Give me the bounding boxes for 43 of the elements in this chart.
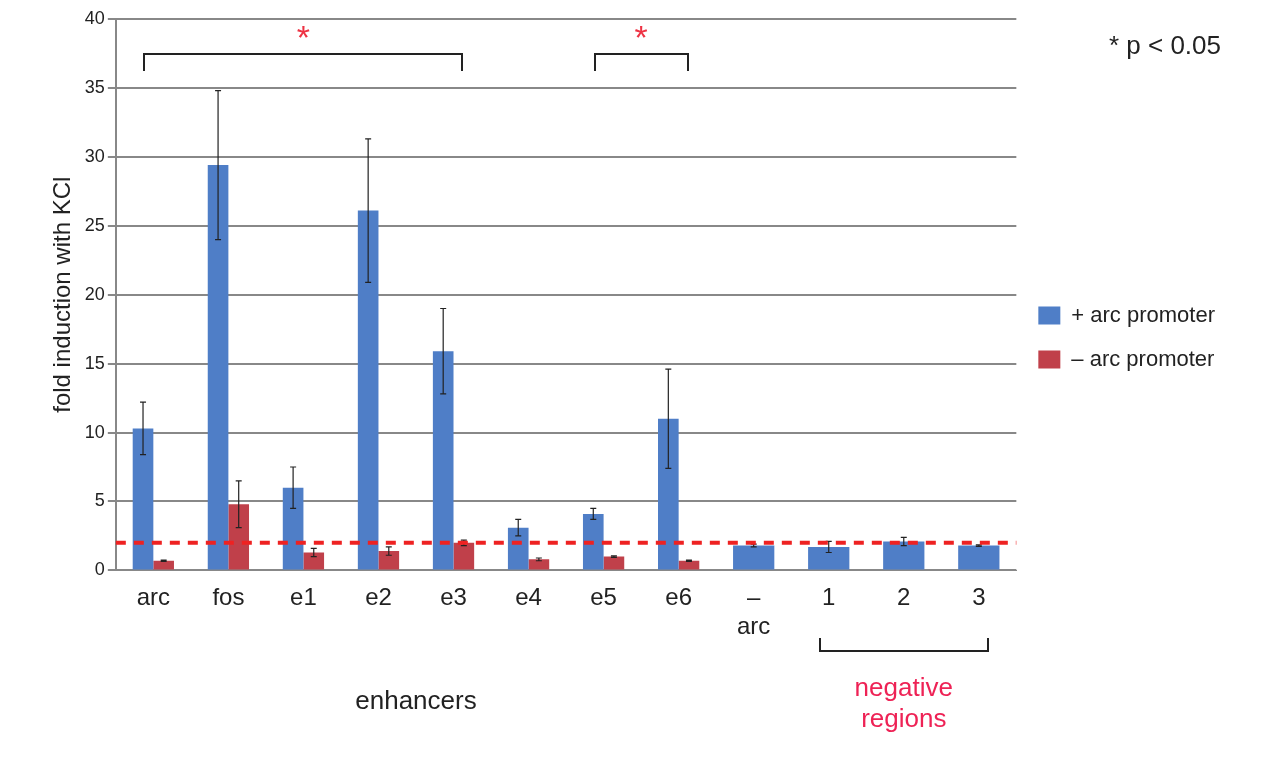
x-tick-label: e3	[440, 583, 467, 611]
x-tick-label: fos	[212, 583, 245, 611]
x-tick-label: e1	[290, 583, 317, 611]
legend-label: – arc promoter	[1071, 345, 1215, 371]
x-tick-label: 2	[897, 583, 911, 611]
legend-label: + arc promoter	[1071, 301, 1216, 327]
y-tick-label: 30	[84, 145, 105, 166]
text: negative regions	[853, 672, 954, 735]
text: * p < 0.05	[1108, 29, 1222, 61]
x-tick-label: 3	[972, 583, 986, 611]
y-tick-label: 25	[84, 214, 105, 235]
y-axis-title: fold induction with KCl	[48, 176, 76, 413]
bar	[658, 418, 679, 570]
bar	[453, 542, 475, 570]
x-tick-label: e4	[515, 583, 542, 611]
x-tick-label: – arc	[737, 583, 771, 640]
y-tick-label: 10	[84, 421, 105, 442]
bar	[153, 560, 174, 570]
bar	[303, 552, 325, 570]
y-tick-label: 15	[84, 352, 105, 373]
x-tick-label: e5	[590, 583, 617, 611]
x-tick-label: arc	[136, 583, 171, 611]
x-tick-label: e2	[365, 583, 392, 611]
bar	[528, 559, 550, 570]
annotation: *	[634, 17, 648, 57]
bar	[582, 513, 604, 570]
text: enhancers	[355, 684, 477, 716]
bar	[432, 351, 454, 570]
y-tick-label: 40	[84, 7, 105, 28]
bar	[282, 487, 304, 570]
bar	[357, 210, 379, 570]
y-tick-label: 20	[84, 283, 105, 304]
bar	[507, 527, 529, 570]
x-tick-label: e6	[665, 583, 692, 611]
y-tick-label: 35	[84, 76, 105, 97]
x-tick-label: 1	[822, 583, 836, 611]
bar	[132, 428, 154, 570]
bar	[378, 551, 400, 570]
y-tick-label: 5	[94, 490, 105, 511]
bar	[207, 165, 229, 570]
bar	[228, 504, 250, 570]
annotation: *	[296, 17, 311, 57]
y-tick-label: 0	[94, 559, 105, 580]
